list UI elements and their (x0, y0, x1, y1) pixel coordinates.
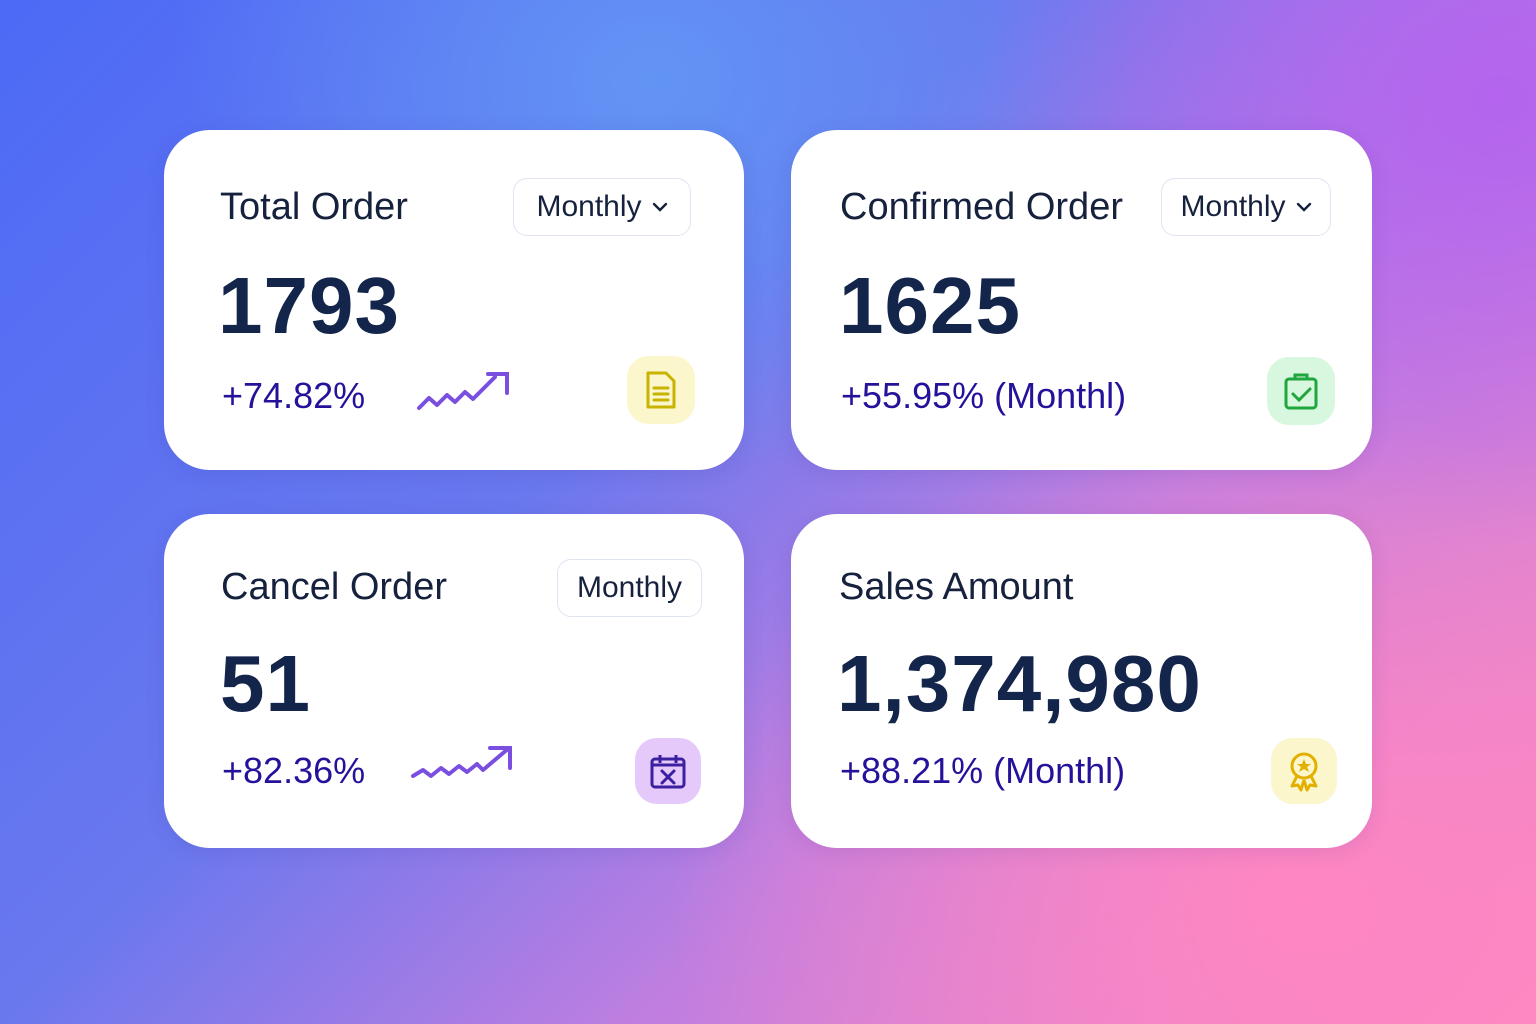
card-change: +55.95% (Monthl) (841, 375, 1127, 416)
award-icon (1290, 752, 1318, 792)
chevron-down-icon (652, 202, 667, 212)
trend-up-icon (417, 372, 509, 410)
card-change: +88.21% (Monthl) (840, 750, 1126, 791)
document-badge (627, 356, 695, 424)
card-value: 1625 (839, 261, 1021, 350)
card-value: 1,374,980 (837, 639, 1202, 728)
card-change: +82.36% (222, 750, 366, 791)
period-label: Monthly (536, 190, 642, 223)
period-dropdown[interactable]: Monthly (1161, 178, 1331, 236)
sales-amount-card: Sales Amount 1,374,980 +88.21% (Monthl) (791, 514, 1372, 848)
trend-up-icon (411, 746, 512, 778)
calendar-badge (635, 738, 701, 804)
card-title: Confirmed Order (840, 186, 1123, 228)
period-label: Monthly (1180, 190, 1286, 223)
clipboard-badge (1267, 357, 1335, 425)
card-change: +74.82% (222, 375, 366, 416)
award-badge (1271, 738, 1337, 804)
clipboard-check-icon (1284, 373, 1318, 410)
card-title: Total Order (220, 186, 408, 228)
total-order-card: Total Order Monthly 1793 +74.82% (164, 130, 744, 470)
calendar-x-icon (650, 755, 686, 789)
card-title: Cancel Order (221, 566, 447, 608)
card-value: 1793 (218, 261, 400, 350)
period-dropdown[interactable]: Monthly (557, 559, 702, 617)
card-value: 51 (220, 639, 311, 728)
document-icon (646, 371, 676, 409)
cancel-order-card: Cancel Order Monthly 51 +82.36% (164, 514, 744, 848)
confirmed-order-card: Confirmed Order Monthly 1625 +55.95% (Mo… (791, 130, 1372, 470)
period-dropdown[interactable]: Monthly (513, 178, 691, 236)
period-label: Monthly (576, 571, 683, 604)
chevron-down-icon (1296, 202, 1311, 212)
card-title: Sales Amount (839, 566, 1074, 608)
